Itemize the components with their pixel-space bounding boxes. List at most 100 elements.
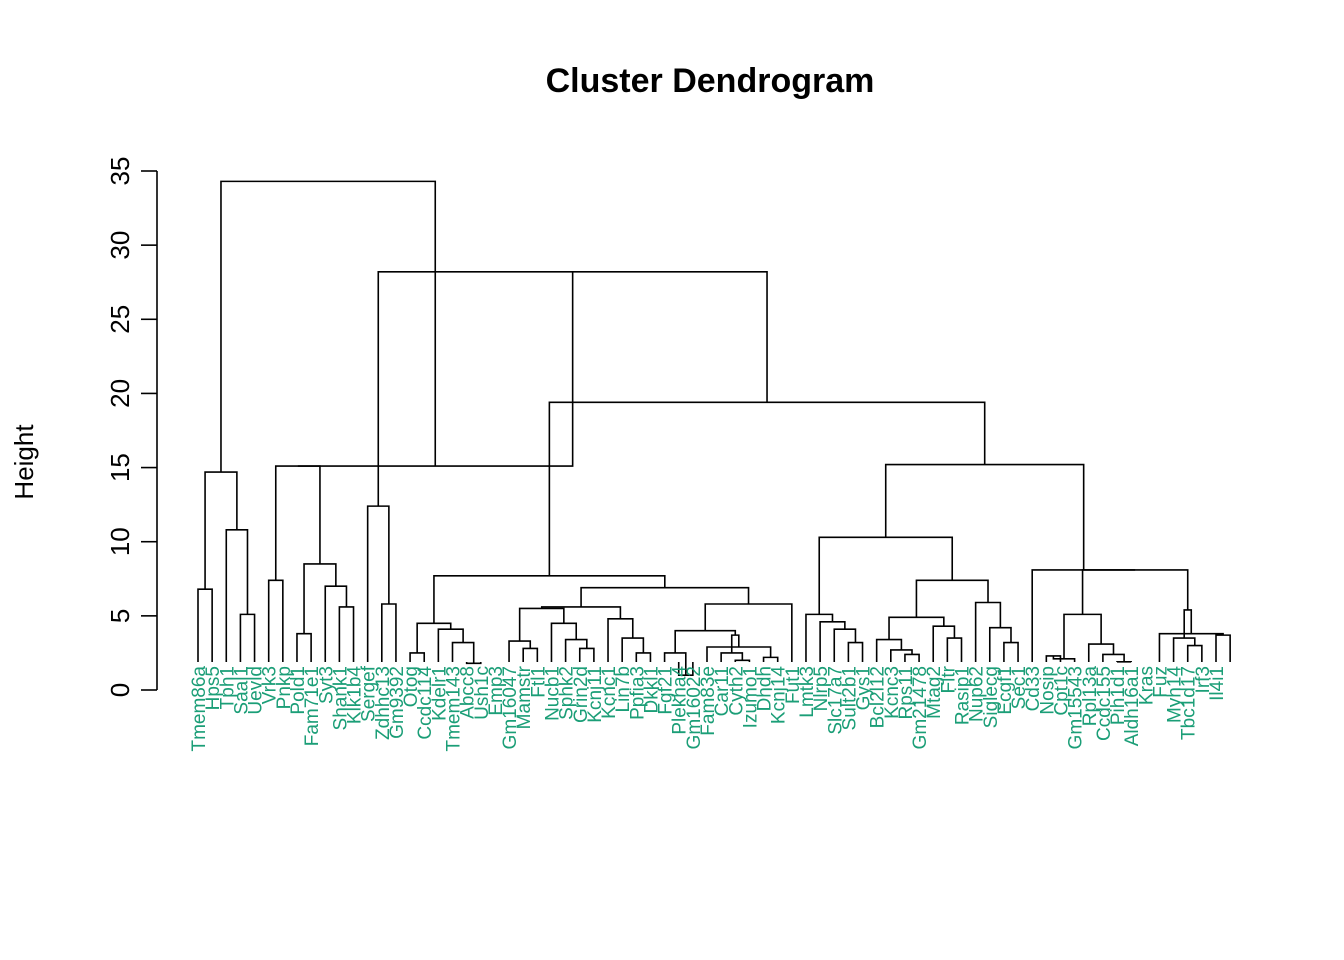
dendrogram-link: [550, 622, 578, 662]
dendrogram-link: [416, 622, 452, 653]
dendrogram-link: [974, 601, 1002, 662]
dendrogram-link: [437, 628, 464, 662]
leaf-label: Gm15543: [1066, 666, 1087, 749]
dendrogram-link: [225, 529, 249, 662]
leaf-label: Ccdc155: [1094, 666, 1115, 741]
dendrogram-link: [1215, 634, 1231, 662]
leaf-label: Lin7b: [613, 666, 634, 713]
dendrogram-link: [338, 606, 355, 662]
leaf-label: Sergef: [359, 665, 380, 722]
leaf-label: Myh14: [1165, 666, 1186, 723]
leaf-label: Nup62: [967, 666, 988, 722]
dendrogram-link: [580, 586, 750, 607]
leaf-label: Gm16047: [500, 666, 521, 749]
dendrogram-link: [762, 656, 779, 662]
dendrogram-link: [1087, 643, 1115, 662]
leaf-label: Nucb1: [542, 666, 563, 721]
y-axis-title: Height: [9, 424, 39, 500]
y-tick-label: 10: [105, 527, 135, 556]
leaf-label: Pih1d1: [1108, 666, 1129, 725]
leaf-label: Cd33: [1023, 666, 1044, 711]
leaf-label: Uevld: [246, 666, 267, 715]
dendrogram-link: [904, 653, 920, 662]
dendrogram-link: [220, 180, 437, 473]
leaf-label: Cyth2: [726, 666, 747, 716]
leaf-label: Lmtk3: [797, 666, 818, 718]
leaf-labels: Tmem86aHps5Tph1Saal1UevldVrk3PnkpPold1Fa…: [189, 665, 1228, 751]
dendrogram-link: [674, 629, 737, 653]
leaf-label: Fltr: [938, 665, 959, 693]
dendrogram-link: [433, 575, 666, 624]
leaf-label: Abcc8: [458, 666, 479, 719]
dendrogram-link: [607, 618, 634, 662]
dendrogram-link: [409, 652, 426, 662]
dendrogram-link: [1172, 637, 1196, 662]
dendrogram-link: [621, 637, 645, 662]
leaf-label: Sec1: [1009, 666, 1030, 709]
dendrogram-link: [303, 563, 337, 634]
dendrogram-link: [1063, 613, 1102, 659]
leaf-label: Kdelr1: [429, 666, 450, 721]
dendrogram-link: [704, 603, 793, 662]
dendrogram-link: [720, 652, 744, 662]
leaf-label: Rasip1: [953, 666, 974, 725]
leaf-label: Fgf21: [656, 666, 677, 715]
dendrogram-link: [734, 659, 751, 662]
leaf-label: Slc17a7: [825, 666, 846, 735]
leaf-label: Car11: [712, 666, 733, 716]
dendrogram-link: [522, 647, 539, 662]
leaf-label: Otog: [401, 666, 422, 707]
dendrogram-link: [1183, 609, 1193, 639]
dendrogram-link: [1102, 653, 1125, 662]
dendrogram-link: [296, 632, 312, 662]
leaf-label: Izumo1: [740, 666, 761, 728]
leaf-label: Rpl13a: [1080, 666, 1101, 727]
leaf-label: Tbc1d17: [1179, 666, 1200, 740]
dendrogram-link: [890, 649, 913, 662]
leaf-label: Ftl1: [528, 666, 549, 698]
dendrogram-link: [888, 616, 945, 640]
leaf-label: Il4i1: [1207, 666, 1228, 701]
leaf-label: Gm9392: [387, 666, 408, 739]
leaf-label: Ccdc114: [415, 666, 436, 740]
leaf-label: Fam83e: [698, 666, 719, 736]
leaf-label: Shank1: [330, 666, 351, 730]
leaf-label: Gm21478: [910, 666, 931, 749]
leaf-label: Mtag2: [924, 666, 945, 719]
leaf-label: Rps11: [896, 666, 917, 720]
leaf-label: Nosip: [1037, 666, 1058, 715]
leaf-label: Aldh16a1: [1122, 666, 1143, 746]
leaf-label: Nlrp5: [811, 666, 832, 711]
leaf-label: Kcnj11: [585, 666, 606, 723]
dendrogram-link: [197, 588, 213, 662]
y-tick-label: 0: [105, 683, 135, 697]
dendrogram-link: [548, 401, 986, 576]
dendrogram-link: [884, 463, 1085, 570]
leaf-label: Fuz: [1150, 666, 1171, 698]
dendrogram-link: [564, 638, 588, 662]
dendrogram-link: [932, 625, 956, 662]
leaf-label: Kcnc3: [882, 666, 903, 719]
leaf-label: Pold1: [288, 666, 309, 715]
leaf-label: Fut1: [783, 666, 804, 704]
leaf-label: Ecgf1: [995, 666, 1016, 715]
dendrogram-link: [465, 662, 482, 665]
y-tick-label: 35: [105, 157, 135, 186]
leaf-label: Kras: [1136, 666, 1157, 705]
leaf-label: Klk1b4: [345, 666, 366, 725]
leaf-label: Tmem143: [444, 666, 465, 752]
leaf-label: Ush1c: [472, 666, 493, 720]
leaf-label: Tph1: [217, 666, 238, 709]
leaf-label: Siglecg: [981, 666, 1002, 728]
dendrogram-link: [297, 271, 574, 467]
dendrogram-link: [946, 637, 963, 662]
y-tick-label: 30: [105, 231, 135, 260]
leaf-label: Syt3: [316, 666, 337, 704]
dendrogram-link: [1031, 569, 1136, 662]
leaf-label: Dkkl1: [641, 666, 662, 714]
leaf-label: Kcnj14: [769, 666, 790, 725]
leaf-label: Fam71e1: [302, 666, 323, 746]
leaf-label: Hps5: [203, 666, 224, 710]
dendrogram-link: [324, 585, 348, 662]
